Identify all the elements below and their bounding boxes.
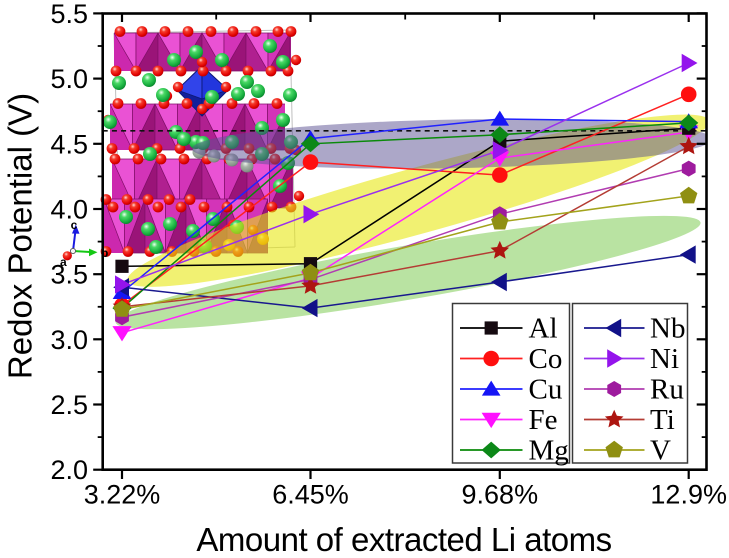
svg-text:2.0: 2.0 <box>50 455 88 485</box>
svg-text:3.5: 3.5 <box>50 260 88 290</box>
svg-text:4.5: 4.5 <box>50 129 88 159</box>
svg-text:Nb: Nb <box>650 313 685 345</box>
svg-text:b: b <box>101 246 108 260</box>
svg-text:Ni: Ni <box>650 343 679 375</box>
svg-text:3.22%: 3.22% <box>84 480 161 510</box>
svg-text:5.0: 5.0 <box>50 64 88 94</box>
svg-text:Co: Co <box>529 343 563 375</box>
svg-text:Mg: Mg <box>529 435 569 467</box>
svg-text:3.0: 3.0 <box>50 325 88 355</box>
svg-text:9.68%: 9.68% <box>462 480 539 510</box>
svg-text:Al: Al <box>529 313 558 345</box>
svg-text:12.9%: 12.9% <box>650 480 727 510</box>
svg-text:a: a <box>60 255 67 269</box>
svg-text:Ti: Ti <box>650 404 675 436</box>
svg-text:V: V <box>650 435 671 467</box>
svg-text:6.45%: 6.45% <box>272 480 349 510</box>
svg-text:4.0: 4.0 <box>50 195 88 225</box>
svg-text:2.5: 2.5 <box>50 390 88 420</box>
svg-text:Amount of extracted Li atoms: Amount of extracted Li atoms <box>196 521 611 558</box>
svg-text:c: c <box>71 218 78 232</box>
svg-text:Cu: Cu <box>529 374 563 406</box>
svg-text:Fe: Fe <box>529 404 558 436</box>
svg-text:Ru: Ru <box>650 374 684 406</box>
svg-text:5.5: 5.5 <box>50 0 88 29</box>
svg-text:Redox Potential (V): Redox Potential (V) <box>2 93 39 379</box>
